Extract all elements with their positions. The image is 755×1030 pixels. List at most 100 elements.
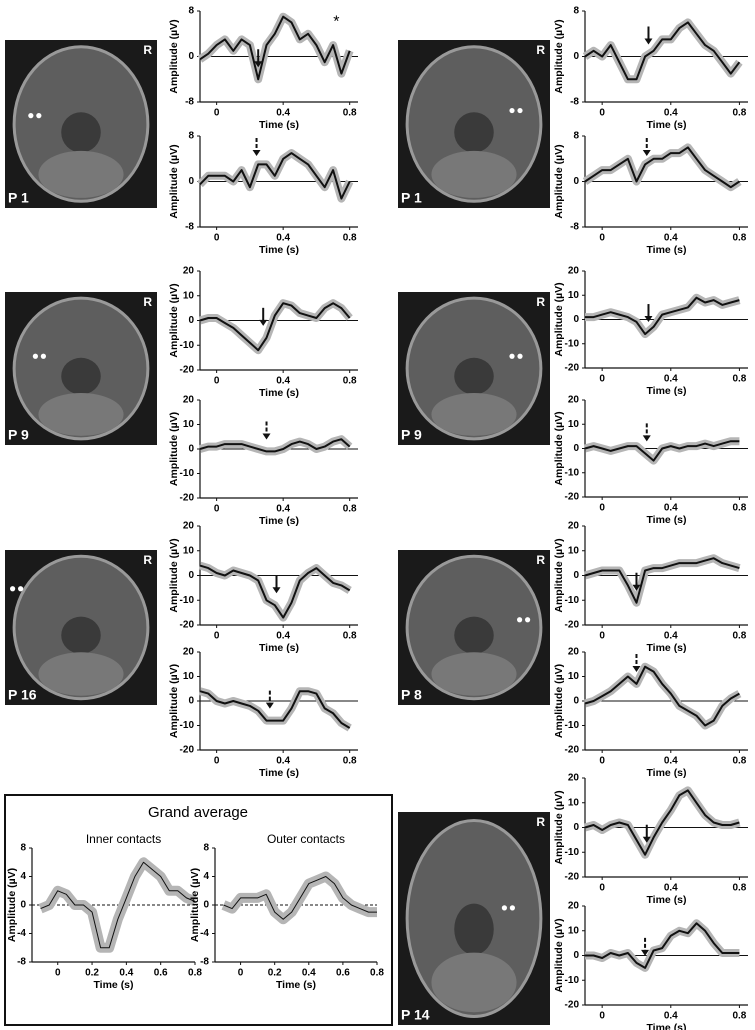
- x-axis-label: Time (s): [259, 515, 299, 527]
- y-tick-label: -8: [185, 97, 194, 108]
- mri-label: P 1: [401, 190, 422, 206]
- x-axis-label: Time (s): [646, 894, 686, 906]
- mri-label: P 14: [401, 1007, 430, 1023]
- x-tick-label: 0.4: [664, 883, 678, 894]
- y-tick-label: 20: [183, 521, 195, 532]
- y-tick-label: 0: [188, 176, 194, 187]
- y-tick-label: -20: [565, 620, 580, 631]
- arrow-head: [642, 150, 651, 156]
- x-tick-label: 0.8: [732, 108, 746, 119]
- y-axis-label: Amplitude (µV): [168, 538, 180, 612]
- y-tick-label: 20: [568, 773, 580, 784]
- x-tick-label: 0.4: [276, 108, 290, 119]
- x-tick-label: 0.8: [732, 233, 746, 244]
- y-tick-label: -8: [200, 957, 209, 968]
- y-tick-label: -8: [570, 97, 579, 108]
- x-tick-label: 0.8: [732, 883, 746, 894]
- y-tick-label: 0: [188, 570, 194, 581]
- x-axis-label: Time (s): [259, 642, 299, 654]
- x-tick-label: 0: [599, 233, 605, 244]
- x-tick-label: 0: [599, 503, 605, 514]
- x-axis-label: Time (s): [646, 642, 686, 654]
- x-tick-label: 0: [214, 233, 220, 244]
- x-tick-label: 0.8: [188, 968, 202, 979]
- mri-label: P 16: [8, 687, 37, 703]
- x-tick-label: 0.4: [276, 376, 290, 387]
- arrow-head: [632, 666, 641, 672]
- y-axis-label: Amplitude (µV): [553, 19, 565, 93]
- contact-dot: [517, 353, 523, 359]
- brainstem: [454, 903, 494, 955]
- error-band: [582, 18, 743, 84]
- y-tick-label: -20: [180, 745, 195, 756]
- x-tick-label: 0.8: [732, 756, 746, 767]
- cerebellum: [38, 392, 124, 436]
- x-tick-label: 0.4: [664, 233, 678, 244]
- y-tick-label: -20: [565, 872, 580, 883]
- x-tick-label: 0: [214, 504, 220, 515]
- y-axis-label: Amplitude (µV): [189, 868, 201, 942]
- mri-label: P 1: [8, 190, 29, 206]
- x-axis-label: Time (s): [646, 514, 686, 526]
- y-axis-label: Amplitude (µV): [168, 412, 180, 486]
- mri-label: P 9: [8, 427, 29, 443]
- arrow-head: [262, 433, 271, 440]
- error-band: [198, 561, 352, 622]
- contact-dot: [18, 586, 24, 592]
- x-tick-label: 0: [55, 968, 61, 979]
- x-tick-label: 0.6: [154, 968, 168, 979]
- x-tick-label: 0.8: [370, 968, 384, 979]
- annotation: *: [333, 14, 339, 31]
- y-tick-label: -4: [17, 928, 26, 939]
- y-tick-label: 8: [573, 131, 579, 142]
- mri-side: R: [536, 43, 545, 57]
- y-tick-label: 0: [573, 443, 579, 454]
- brainstem: [454, 112, 494, 153]
- y-tick-label: 20: [568, 266, 580, 277]
- y-tick-label: 0: [573, 570, 579, 581]
- y-tick-label: 0: [188, 315, 194, 326]
- y-tick-label: -10: [565, 595, 580, 606]
- x-tick-label: 0.8: [732, 374, 746, 385]
- y-tick-label: 20: [183, 647, 195, 658]
- y-tick-label: 20: [183, 266, 195, 277]
- error-band: [197, 12, 354, 84]
- arrow-head: [642, 836, 651, 843]
- y-tick-label: -10: [565, 847, 580, 858]
- y-tick-label: 10: [568, 797, 580, 808]
- y-tick-label: 10: [183, 545, 195, 556]
- y-tick-label: 0: [573, 314, 579, 325]
- x-tick-label: 0.8: [343, 631, 357, 642]
- x-tick-label: 0.4: [276, 756, 290, 767]
- x-axis-label: Time (s): [93, 979, 133, 991]
- x-axis-label: Time (s): [646, 119, 686, 131]
- y-tick-label: 0: [188, 696, 194, 707]
- contact-dot: [501, 905, 507, 911]
- x-tick-label: 0.4: [664, 1011, 678, 1022]
- y-tick-label: 8: [573, 6, 579, 17]
- mean-line: [584, 789, 740, 856]
- y-tick-label: 0: [203, 900, 209, 911]
- mean-line: [585, 922, 740, 969]
- mean-line: [40, 861, 196, 949]
- x-tick-label: 0: [599, 883, 605, 894]
- y-axis-label: Amplitude (µV): [553, 790, 565, 864]
- y-axis-label: Amplitude (µV): [168, 283, 180, 357]
- arrow-head: [265, 702, 274, 709]
- mean-line: [199, 15, 351, 81]
- contact-dot: [32, 353, 39, 359]
- brainstem: [454, 616, 494, 654]
- y-tick-label: 20: [568, 395, 580, 406]
- y-tick-label: 0: [573, 950, 579, 961]
- y-tick-label: -20: [180, 620, 195, 631]
- x-axis-label: Time (s): [259, 119, 299, 131]
- y-tick-label: -10: [180, 340, 195, 351]
- y-tick-label: 0: [573, 176, 579, 187]
- x-axis-label: Time (s): [259, 244, 299, 256]
- y-axis-label: Amplitude (µV): [168, 19, 180, 93]
- mri-side: R: [143, 295, 152, 309]
- x-tick-label: 0.8: [343, 376, 357, 387]
- x-tick-label: 0: [238, 968, 244, 979]
- x-tick-label: 0.8: [343, 504, 357, 515]
- y-tick-label: 20: [568, 901, 580, 912]
